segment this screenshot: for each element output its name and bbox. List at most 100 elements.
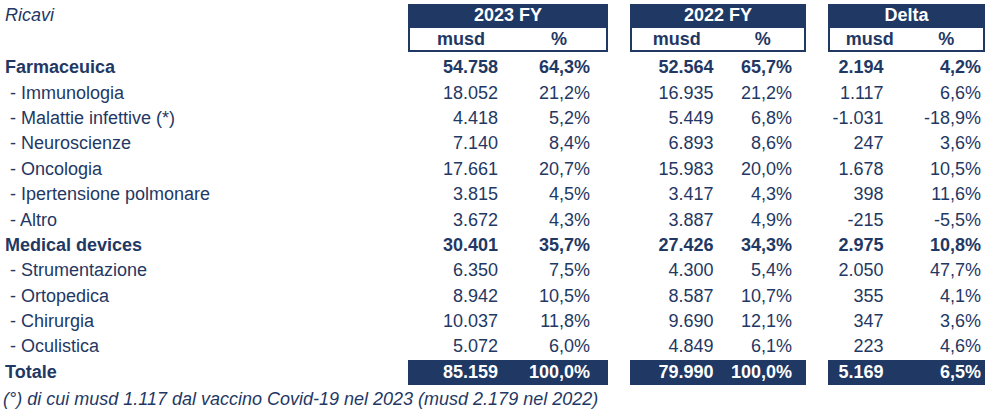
- cell-2022-pct: 65,7%: [722, 57, 806, 78]
- cell-2022-musd: 27.426: [630, 235, 722, 256]
- column-spacer: [806, 334, 828, 359]
- subheader-delta-pct: %: [910, 29, 983, 50]
- group-delta-cells: 1.678 10,5%: [828, 157, 985, 182]
- group-2022-cells: 4.300 5,4%: [630, 258, 806, 283]
- cell-delta-musd: 1.678: [828, 159, 910, 180]
- cell-delta-pct: 4,6%: [910, 336, 985, 357]
- cell-2023-pct: 5,2%: [512, 108, 608, 129]
- cell-delta-pct: 3,6%: [910, 311, 985, 332]
- cell-delta-musd: 347: [828, 311, 910, 332]
- group-delta-cells: -1.031 -18,9%: [828, 106, 985, 131]
- row-label: - Ortopedica: [5, 286, 408, 307]
- cell-2022-pct: 6,8%: [722, 108, 806, 129]
- row-label: - Strumentazione: [5, 260, 408, 281]
- cell-delta-pct: 10,8%: [910, 235, 985, 256]
- column-spacer: [806, 157, 828, 182]
- row-label: - Oculistica: [5, 336, 408, 357]
- row-label: - Neuroscienze: [5, 133, 408, 154]
- group-2023-cells: 8.942 10,5%: [408, 284, 608, 309]
- cell-2023-musd: 30.401: [408, 235, 512, 256]
- cell-2023-pct: 35,7%: [512, 235, 608, 256]
- group-2023-cells: 3.815 4,5%: [408, 182, 608, 207]
- group-2023-cells: 6.350 7,5%: [408, 258, 608, 283]
- cell-2023-pct: 10,5%: [512, 286, 608, 307]
- cell-2022-pct: 6,1%: [722, 336, 806, 357]
- group-delta-cells: 347 3,6%: [828, 309, 985, 334]
- cell-2022-pct: 21,2%: [722, 83, 806, 104]
- cell-2023-musd: 18.052: [408, 83, 512, 104]
- column-spacer: [806, 207, 828, 232]
- col-group-2023-label: 2023 FY: [408, 4, 608, 26]
- col-group-2023: 2023 FY musd %: [408, 4, 608, 52]
- cell-2023-musd: 54.758: [408, 57, 512, 78]
- group-2022-cells: 9.690 12,1%: [630, 309, 806, 334]
- table-row-farmaceuica: Farmaceuica 54.758 64,3% 52.564 65,7% 2.…: [5, 55, 990, 80]
- subheader-2023-musd: musd: [410, 29, 512, 50]
- cell-2023-pct: 8,4%: [512, 133, 608, 154]
- column-spacer: [608, 360, 630, 385]
- cell-delta-pct: -18,9%: [910, 108, 985, 129]
- cell-2023-pct: 11,8%: [512, 311, 608, 332]
- cell-delta-musd: -1.031: [828, 108, 910, 129]
- cell-delta-pct: 3,6%: [910, 133, 985, 154]
- group-2023-cells: 4.418 5,2%: [408, 106, 608, 131]
- cell-delta-musd: 247: [828, 133, 910, 154]
- column-spacer: [806, 80, 828, 105]
- row-label: - Immunologia: [5, 83, 408, 104]
- title-cell: Ricavi: [5, 4, 408, 26]
- row-label: Totale: [5, 362, 408, 383]
- cell-2023-musd: 8.942: [408, 286, 512, 307]
- subheader-2022-pct: %: [721, 29, 804, 50]
- cell-2022-pct: 34,3%: [722, 235, 806, 256]
- cell-2023-pct: 7,5%: [512, 260, 608, 281]
- column-spacer: [608, 182, 630, 207]
- cell-2022-musd: 16.935: [630, 83, 722, 104]
- cell-2022-musd: 5.449: [630, 108, 722, 129]
- table-header: Ricavi 2023 FY musd % 2022 FY musd % Del…: [5, 4, 990, 52]
- column-spacer: [806, 131, 828, 156]
- row-label: - Oncologia: [5, 159, 408, 180]
- col-group-2022-label: 2022 FY: [630, 4, 806, 26]
- cell-2022-musd: 52.564: [630, 57, 722, 78]
- column-spacer: [806, 309, 828, 334]
- column-spacer: [806, 360, 828, 385]
- table-row-altro: - Altro 3.672 4,3% 3.887 4,9% -215 -5,5%: [5, 207, 990, 232]
- row-label: - Altro: [5, 210, 408, 231]
- table-row-ipertensione-polmonare: - Ipertensione polmonare 3.815 4,5% 3.41…: [5, 182, 990, 207]
- cell-2022-pct: 5,4%: [722, 260, 806, 281]
- row-label: Medical devices: [5, 235, 408, 256]
- cell-2023-pct: 4,5%: [512, 184, 608, 205]
- column-spacer: [806, 258, 828, 283]
- cell-delta-musd: 5.169: [828, 362, 910, 383]
- group-2022-cells: 79.990 100,0%: [630, 360, 806, 385]
- cell-2023-pct: 4,3%: [512, 210, 608, 231]
- group-2022-cells: 5.449 6,8%: [630, 106, 806, 131]
- group-delta-cells: 398 11,6%: [828, 182, 985, 207]
- group-2022-cells: 16.935 21,2%: [630, 80, 806, 105]
- cell-2023-pct: 6,0%: [512, 336, 608, 357]
- cell-delta-pct: -5,5%: [910, 210, 985, 231]
- group-2023-cells: 7.140 8,4%: [408, 131, 608, 156]
- cell-2023-musd: 7.140: [408, 133, 512, 154]
- cell-delta-musd: 2.975: [828, 235, 910, 256]
- group-2022-cells: 4.849 6,1%: [630, 334, 806, 359]
- table-row-oncologia: - Oncologia 17.661 20,7% 15.983 20,0% 1.…: [5, 157, 990, 182]
- column-spacer: [608, 233, 630, 258]
- cell-2022-musd: 3.417: [630, 184, 722, 205]
- cell-delta-musd: 2.194: [828, 57, 910, 78]
- column-spacer: [608, 309, 630, 334]
- cell-2023-pct: 20,7%: [512, 159, 608, 180]
- group-delta-cells: -215 -5,5%: [828, 207, 985, 232]
- cell-delta-musd: 1.117: [828, 83, 910, 104]
- cell-2023-musd: 6.350: [408, 260, 512, 281]
- row-label: - Chirurgia: [5, 311, 408, 332]
- cell-2022-musd: 3.887: [630, 210, 722, 231]
- group-2022-cells: 6.893 8,6%: [630, 131, 806, 156]
- group-2023-cells: 85.159 100,0%: [408, 360, 608, 385]
- cell-2022-pct: 20,0%: [722, 159, 806, 180]
- table-row-neuroscienze: - Neuroscienze 7.140 8,4% 6.893 8,6% 247…: [5, 131, 990, 156]
- subheader-2023-pct: %: [512, 29, 606, 50]
- group-2022-cells: 8.587 10,7%: [630, 284, 806, 309]
- group-2022-cells: 27.426 34,3%: [630, 233, 806, 258]
- group-delta-cells: 5.169 6,5%: [828, 360, 985, 385]
